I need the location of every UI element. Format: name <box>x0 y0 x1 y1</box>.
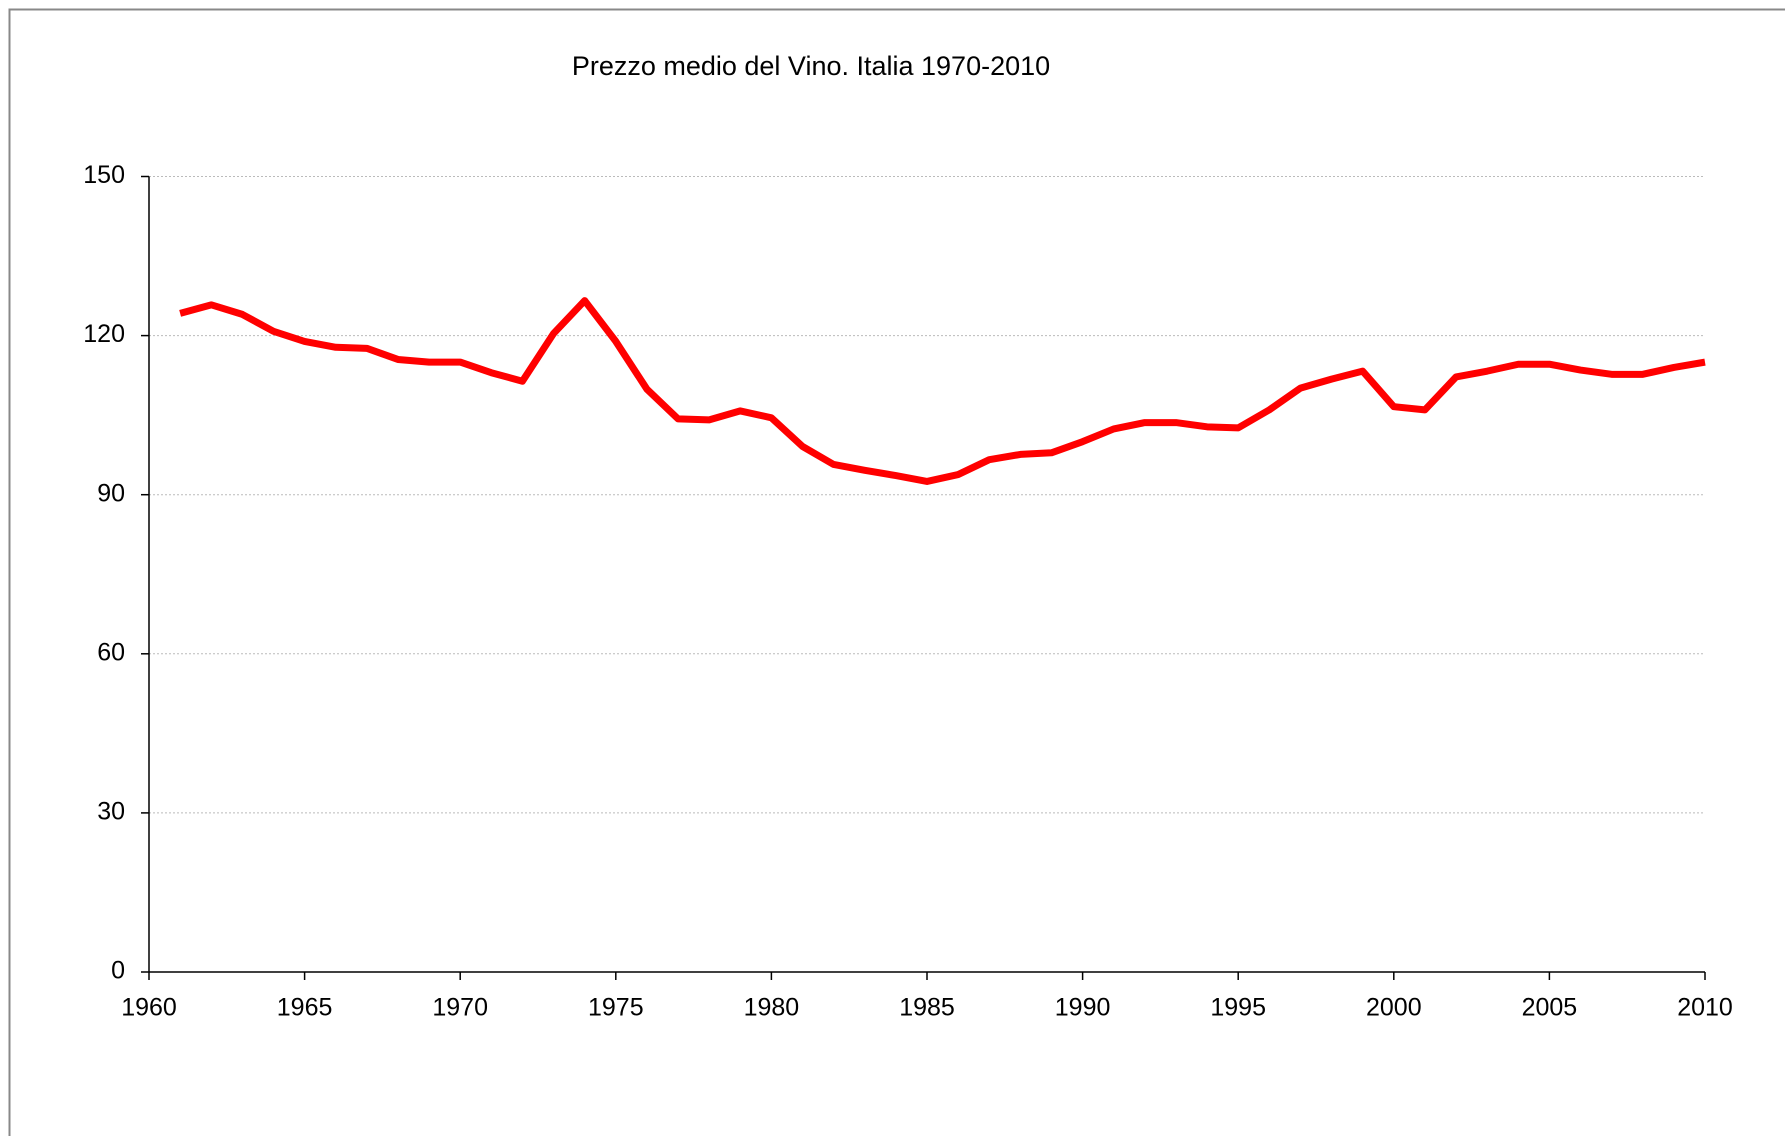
y-tick-label: 150 <box>83 161 125 189</box>
x-tick-label: 1970 <box>432 994 488 1022</box>
y-tick-label: 60 <box>97 638 125 666</box>
x-tick-label: 2010 <box>1677 994 1733 1022</box>
chart-frame <box>10 10 1785 1137</box>
x-tick-label: 1980 <box>744 994 800 1022</box>
y-tick-label: 120 <box>83 320 125 348</box>
y-tick-label: 90 <box>97 479 125 507</box>
x-tick-label: 1965 <box>277 994 333 1022</box>
x-tick-label: 1985 <box>899 994 955 1022</box>
x-tick-label: 1990 <box>1055 994 1111 1022</box>
chart-title: Prezzo medio del Vino. Italia 1970-2010 <box>572 51 1050 81</box>
x-tick-label: 2000 <box>1366 994 1422 1022</box>
x-tick-label: 1975 <box>588 994 644 1022</box>
data-line <box>180 301 1705 482</box>
y-tick-label: 0 <box>111 957 125 985</box>
x-tick-label: 2005 <box>1522 994 1578 1022</box>
x-tick-label: 1995 <box>1210 994 1266 1022</box>
x-tick-label: 1960 <box>121 994 177 1022</box>
y-tick-label: 30 <box>97 798 125 826</box>
